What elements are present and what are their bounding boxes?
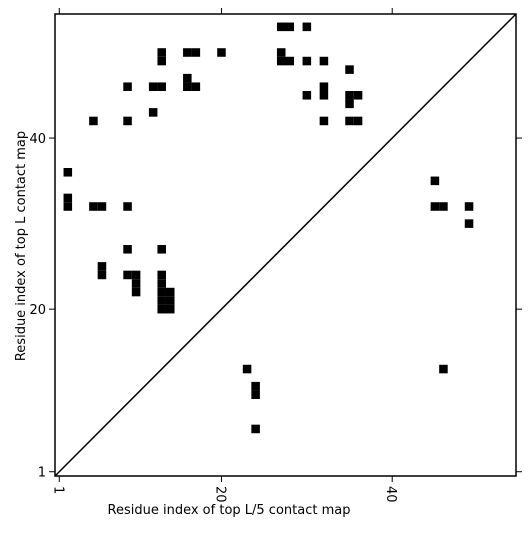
contact-cell	[276, 22, 286, 32]
contact-cell	[345, 116, 354, 126]
contact-cell	[191, 48, 201, 57]
contact-cell	[157, 56, 166, 66]
contact-cell	[157, 270, 166, 280]
contact-cell	[123, 82, 132, 91]
contact-cell	[302, 56, 312, 66]
contact-cell	[183, 82, 192, 91]
contact-cell	[89, 202, 98, 211]
contact-cell	[123, 116, 132, 126]
contact-cell	[345, 99, 354, 109]
contact-cell	[165, 304, 175, 314]
contact-cell	[439, 202, 448, 211]
contact-cell	[157, 287, 166, 297]
x-tick-label: 20	[212, 486, 227, 503]
contact-cell	[157, 48, 166, 57]
contact-cell	[276, 56, 286, 66]
contact-cell	[430, 202, 440, 211]
contact-cell	[285, 22, 295, 32]
contact-cell	[157, 82, 166, 91]
contact-cell	[97, 202, 107, 211]
contact-cell	[353, 91, 363, 100]
contact-cell	[183, 73, 192, 83]
contact-cell	[63, 202, 73, 211]
contact-cell	[157, 279, 166, 288]
contact-cell	[251, 390, 260, 399]
contact-cell	[165, 296, 175, 305]
contact-cell	[345, 91, 354, 100]
contact-cell	[97, 270, 107, 280]
contact-cell	[148, 82, 158, 91]
contact-cell	[319, 82, 329, 91]
diagonal-line	[54, 13, 517, 477]
contact-cell	[353, 116, 363, 126]
contact-cell	[242, 364, 252, 374]
contact-cell	[63, 168, 73, 177]
contact-cell	[148, 108, 158, 117]
contact-cell	[123, 202, 132, 211]
contact-cell	[285, 56, 295, 66]
contact-cell	[183, 48, 192, 57]
contact-cell	[464, 202, 474, 211]
contact-cell	[430, 176, 440, 186]
contact-cell	[319, 116, 329, 126]
y-axis-label: Residue index of top L contact map	[14, 131, 29, 361]
contact-cell	[97, 262, 107, 271]
contact-cell	[439, 364, 448, 374]
contact-cell	[157, 245, 166, 254]
contact-cell	[157, 304, 166, 314]
contact-cell	[131, 270, 141, 280]
contact-cell	[319, 91, 329, 100]
contact-cell	[319, 56, 329, 66]
contact-cell	[464, 219, 474, 228]
y-tick-label: 20	[29, 303, 46, 318]
contact-cell	[217, 48, 226, 57]
contact-cell	[251, 381, 260, 391]
contact-cell	[345, 65, 354, 74]
contact-cell	[131, 279, 141, 288]
plot-frame	[54, 13, 517, 477]
contact-cell	[123, 270, 132, 280]
contact-cell	[251, 424, 260, 434]
y-tick-label: 1	[38, 466, 46, 481]
contact-cell	[165, 287, 175, 297]
contact-cell	[123, 245, 132, 254]
contact-cell	[276, 48, 286, 57]
x-axis-label: Residue index of top L/5 contact map	[108, 503, 351, 518]
contact-cell	[131, 287, 141, 297]
x-tick-label: 1	[50, 486, 65, 494]
contact-cell	[157, 296, 166, 305]
contact-cell	[302, 91, 312, 100]
contact-cell	[63, 193, 73, 203]
x-tick-label: 40	[383, 486, 398, 503]
contact-cell	[191, 82, 201, 91]
contact-cell	[89, 116, 98, 126]
y-tick-label: 40	[29, 132, 46, 147]
contact-cell	[302, 22, 312, 32]
